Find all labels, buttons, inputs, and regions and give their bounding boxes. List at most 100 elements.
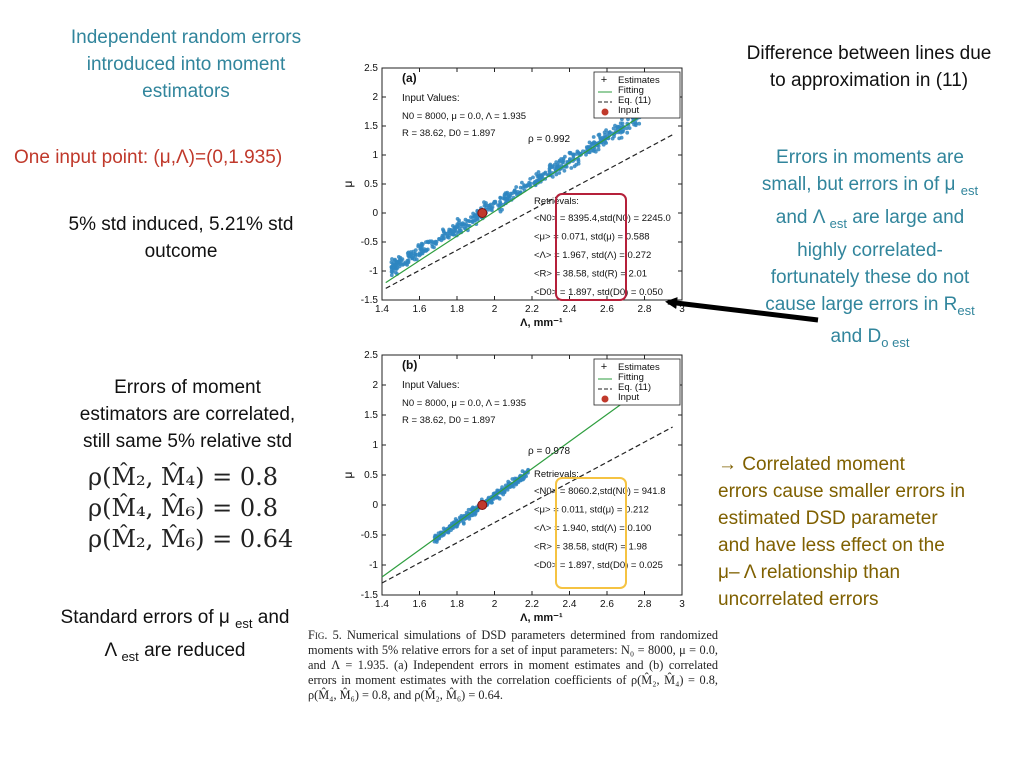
note-line: 5% std induced, 5.21% std (68, 214, 294, 235)
plot-frame (381, 354, 683, 596)
estimate-point (461, 521, 466, 526)
y-tick-label: 2.5 (364, 350, 378, 361)
estimate-point (506, 484, 510, 489)
estimate-point (499, 491, 504, 495)
estimate-point (421, 249, 426, 254)
estimate-point (398, 261, 403, 265)
estimate-point (556, 166, 561, 171)
estimate-point (459, 228, 463, 233)
estimate-point (497, 203, 502, 208)
x-tick-label: 1.6 (413, 599, 427, 610)
estimate-point (463, 217, 468, 222)
retrieval-entry: <μ> = 0.071, std(μ) = 0.588 (534, 232, 650, 243)
estimate-point (523, 184, 528, 189)
x-tick-label: 3 (679, 304, 685, 315)
estimate-point (520, 477, 524, 482)
estimate-point (466, 511, 471, 516)
estimate-point (493, 200, 498, 205)
estimate-point (491, 497, 496, 501)
estimate-point (478, 212, 483, 216)
fitting-line (381, 366, 673, 578)
estimate-point (434, 537, 438, 541)
estimate-point (520, 477, 525, 481)
estimate-point (454, 521, 459, 525)
x-tick-label: 3 (679, 599, 685, 610)
estimate-point (489, 495, 494, 499)
estimate-point (464, 510, 469, 515)
estimate-point (533, 183, 538, 188)
estimate-point (470, 507, 474, 512)
estimate-point (472, 507, 476, 512)
estimate-point (504, 200, 508, 205)
note-line: uncorrelated errors (718, 589, 879, 610)
estimate-point (405, 251, 410, 256)
estimate-point (494, 495, 498, 500)
estimate-point (561, 158, 566, 163)
x-tick-label: 1.8 (450, 599, 464, 610)
estimate-point (448, 229, 453, 234)
estimate-point (515, 193, 519, 198)
estimate-point (497, 496, 502, 501)
estimate-point (559, 163, 564, 168)
estimate-point (526, 470, 530, 475)
estimate-point (466, 514, 470, 518)
estimate-point (431, 240, 436, 245)
estimate-point (453, 517, 458, 521)
estimate-point (479, 209, 483, 214)
estimate-point (406, 258, 411, 263)
estimate-point (502, 489, 507, 494)
estimate-point (619, 130, 623, 135)
estimate-point (525, 183, 530, 188)
estimate-point (489, 497, 494, 502)
estimate-point (410, 256, 415, 261)
estimate-point (516, 477, 521, 481)
estimate-point (547, 163, 552, 168)
estimate-point (465, 514, 470, 518)
std-note: 5% std induced, 5.21% std outcome (30, 211, 332, 265)
estimate-point (441, 532, 446, 537)
estimate-point (503, 483, 508, 488)
estimate-point (416, 243, 421, 247)
estimate-point (489, 206, 494, 211)
estimate-point (502, 490, 507, 495)
estimate-point (502, 487, 507, 491)
estimate-point (539, 174, 544, 179)
estimate-point (460, 517, 464, 522)
estimate-point (466, 507, 471, 512)
estimate-point (547, 172, 552, 177)
estimate-point (470, 220, 475, 225)
estimate-point (514, 476, 519, 481)
input-values-title: Input Values: (402, 93, 460, 104)
estimate-point (479, 209, 484, 214)
estimate-point (471, 509, 475, 514)
estimate-point (486, 207, 491, 212)
independent-errors-note: Independent random errors introduced int… (50, 24, 322, 105)
estimate-point (485, 500, 490, 505)
estimate-point (392, 258, 397, 263)
estimate-point (442, 531, 447, 536)
estimate-point (422, 248, 427, 253)
estimate-point (451, 230, 455, 235)
x-tick-label: 2.8 (638, 599, 652, 610)
estimate-point (561, 165, 566, 169)
estimate-point (409, 252, 414, 256)
estimate-point (603, 135, 608, 140)
estimate-point (571, 159, 575, 163)
plot-frame (381, 67, 683, 301)
estimate-point (488, 202, 493, 207)
estimate-point (603, 136, 608, 141)
estimate-point (557, 166, 562, 171)
estimate-point (454, 520, 459, 524)
estimate-point (406, 260, 411, 265)
estimate-point (552, 162, 557, 167)
panel-label: (b) (402, 358, 417, 372)
estimate-point (555, 162, 560, 167)
estimate-point (482, 200, 486, 205)
estimate-point (520, 186, 525, 190)
estimate-point (547, 169, 552, 173)
estimate-point (445, 234, 450, 239)
estimate-point (610, 131, 615, 136)
estimate-point (522, 183, 526, 188)
estimate-point (389, 273, 394, 278)
estimate-point (430, 242, 434, 247)
